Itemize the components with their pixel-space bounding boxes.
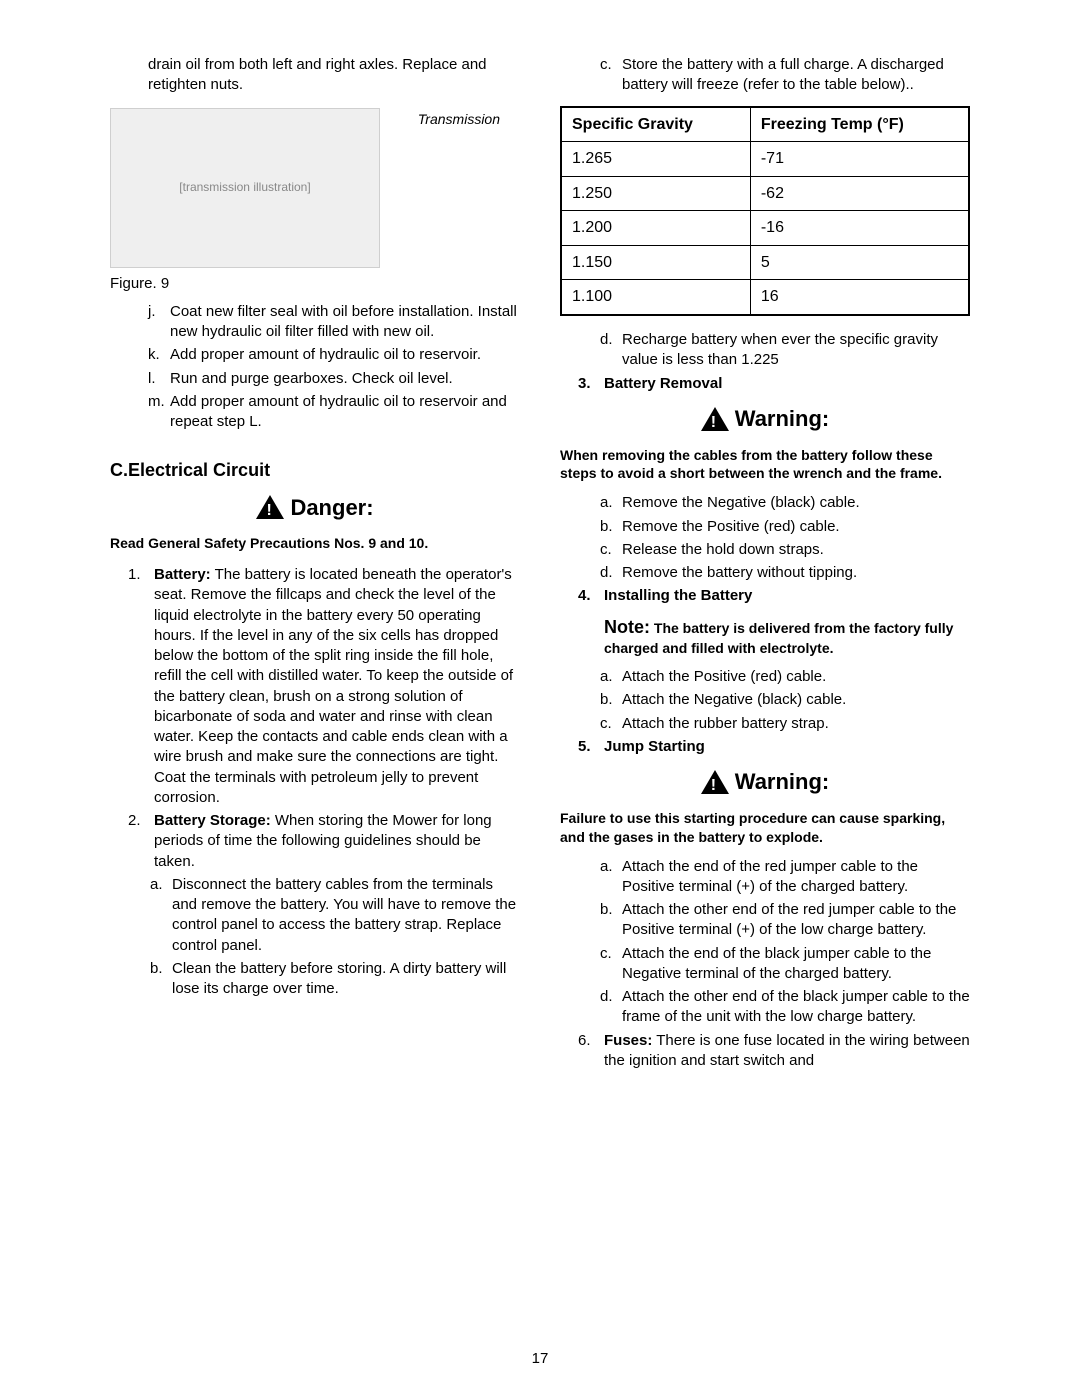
rm-c: Release the hold down straps.	[622, 540, 970, 560]
item-2a: Disconnect the battery cables from the t…	[172, 875, 520, 956]
marker-j: j.	[148, 302, 170, 343]
item-2b: Clean the battery before storing. A dirt…	[172, 959, 520, 1000]
h3-row: 3. Battery Removal	[578, 374, 970, 394]
js-d: Attach the other end of the black jumper…	[622, 987, 970, 1028]
js-b: Attach the other end of the red jumper c…	[622, 900, 970, 941]
th-ft: Freezing Temp (°F)	[750, 107, 969, 142]
item-6-lead: Fuses:	[604, 1032, 652, 1049]
marker-1: 1.	[128, 565, 154, 808]
left-column: drain oil from both left and right axles…	[110, 55, 520, 1074]
table-row: 1.265-71	[561, 142, 969, 177]
warning-triangle-icon	[701, 770, 729, 794]
battery-list: 1. Battery: The battery is located benea…	[128, 565, 520, 872]
step-j: Coat new filter seal with oil before ins…	[170, 302, 520, 343]
transmission-illustration: [transmission illustration]	[110, 108, 380, 268]
h4: Installing the Battery	[604, 586, 752, 606]
item-1-lead: Battery:	[154, 566, 211, 583]
item-6: Fuses: There is one fuse located in the …	[604, 1031, 970, 1072]
item-c-list: c.Store the battery with a full charge. …	[600, 55, 970, 96]
item-6-list: 6. Fuses: There is one fuse located in t…	[578, 1031, 970, 1072]
h3: Battery Removal	[604, 374, 722, 394]
rm-d: Remove the battery without tipping.	[622, 563, 970, 583]
section-c-heading: C.Electrical Circuit	[110, 458, 520, 482]
note-line: Note: The battery is delivered from the …	[604, 615, 970, 660]
table-row: 1.250-62	[561, 176, 969, 211]
figure-caption: Figure. 9	[110, 274, 520, 294]
warning-2-label: Warning:	[735, 767, 830, 797]
fig-inside-label: Transmission	[418, 110, 500, 129]
warning-triangle-icon	[701, 407, 729, 431]
warning-1-callout: Warning:	[560, 404, 970, 434]
freezing-temp-table: Specific Gravity Freezing Temp (°F) 1.26…	[560, 106, 970, 317]
item-c: Store the battery with a full charge. A …	[622, 55, 970, 96]
drain-oil-text: drain oil from both left and right axles…	[148, 55, 520, 96]
danger-callout: Danger:	[110, 493, 520, 523]
marker-m: m.	[148, 392, 170, 433]
item-2: Battery Storage: When storing the Mower …	[154, 811, 520, 872]
marker-3: 3.	[578, 374, 604, 394]
removal-steps: a.Remove the Negative (black) cable. b.R…	[600, 493, 970, 583]
page-number: 17	[0, 1350, 1080, 1367]
h5: Jump Starting	[604, 737, 705, 757]
marker-6: 6.	[578, 1031, 604, 1072]
figure-9-wrap: Transmission [transmission illustration]…	[110, 108, 520, 294]
table-row: 1.10016	[561, 280, 969, 315]
marker-2: 2.	[128, 811, 154, 872]
marker-4: 4.	[578, 586, 604, 606]
right-column: c.Store the battery with a full charge. …	[560, 55, 970, 1074]
marker-d: d.	[600, 330, 622, 371]
marker-2b: b.	[150, 959, 172, 1000]
warning-2-callout: Warning:	[560, 767, 970, 797]
note-body: The battery is delivered from the factor…	[604, 620, 953, 656]
item-1: Battery: The battery is located beneath …	[154, 565, 520, 808]
js-a: Attach the end of the red jumper cable t…	[622, 857, 970, 898]
marker-c: c.	[600, 55, 622, 96]
steps-j-m: j.Coat new filter seal with oil before i…	[148, 302, 520, 433]
rm-b: Remove the Positive (red) cable.	[622, 517, 970, 537]
rm-a: Remove the Negative (black) cable.	[622, 493, 970, 513]
warning-1-label: Warning:	[735, 404, 830, 434]
marker-k: k.	[148, 345, 170, 365]
table-row: 1.200-16	[561, 211, 969, 246]
step-m: Add proper amount of hydraulic oil to re…	[170, 392, 520, 433]
marker-2a: a.	[150, 875, 172, 956]
install-steps: a.Attach the Positive (red) cable. b.Att…	[600, 667, 970, 734]
two-column-layout: drain oil from both left and right axles…	[110, 55, 970, 1074]
in-a: Attach the Positive (red) cable.	[622, 667, 970, 687]
table-row: 1.1505	[561, 245, 969, 280]
item-1-body: The battery is located beneath the opera…	[154, 566, 513, 806]
item-6-body: There is one fuse located in the wiring …	[604, 1032, 970, 1069]
danger-subtext: Read General Safety Precautions Nos. 9 a…	[110, 534, 520, 553]
item-d: Recharge battery when ever the specific …	[622, 330, 970, 371]
js-c: Attach the end of the black jumper cable…	[622, 944, 970, 985]
warning-2-text: Failure to use this starting procedure c…	[560, 809, 970, 847]
h4-row: 4. Installing the Battery	[578, 586, 970, 606]
marker-l: l.	[148, 369, 170, 389]
warning-1-text: When removing the cables from the batter…	[560, 446, 970, 484]
th-sg: Specific Gravity	[561, 107, 750, 142]
step-l: Run and purge gearboxes. Check oil level…	[170, 369, 520, 389]
in-b: Attach the Negative (black) cable.	[622, 690, 970, 710]
danger-label: Danger:	[290, 493, 373, 523]
item-d-list: d.Recharge battery when ever the specifi…	[600, 330, 970, 371]
step-k: Add proper amount of hydraulic oil to re…	[170, 345, 520, 365]
warning-triangle-icon	[256, 495, 284, 519]
jump-start-steps: a.Attach the end of the red jumper cable…	[600, 857, 970, 1028]
in-c: Attach the rubber battery strap.	[622, 714, 970, 734]
note-label: Note:	[604, 617, 650, 637]
h5-row: 5. Jump Starting	[578, 737, 970, 757]
marker-5: 5.	[578, 737, 604, 757]
item-2-sublist: a.Disconnect the battery cables from the…	[150, 875, 520, 1000]
item-2-lead: Battery Storage:	[154, 812, 271, 829]
